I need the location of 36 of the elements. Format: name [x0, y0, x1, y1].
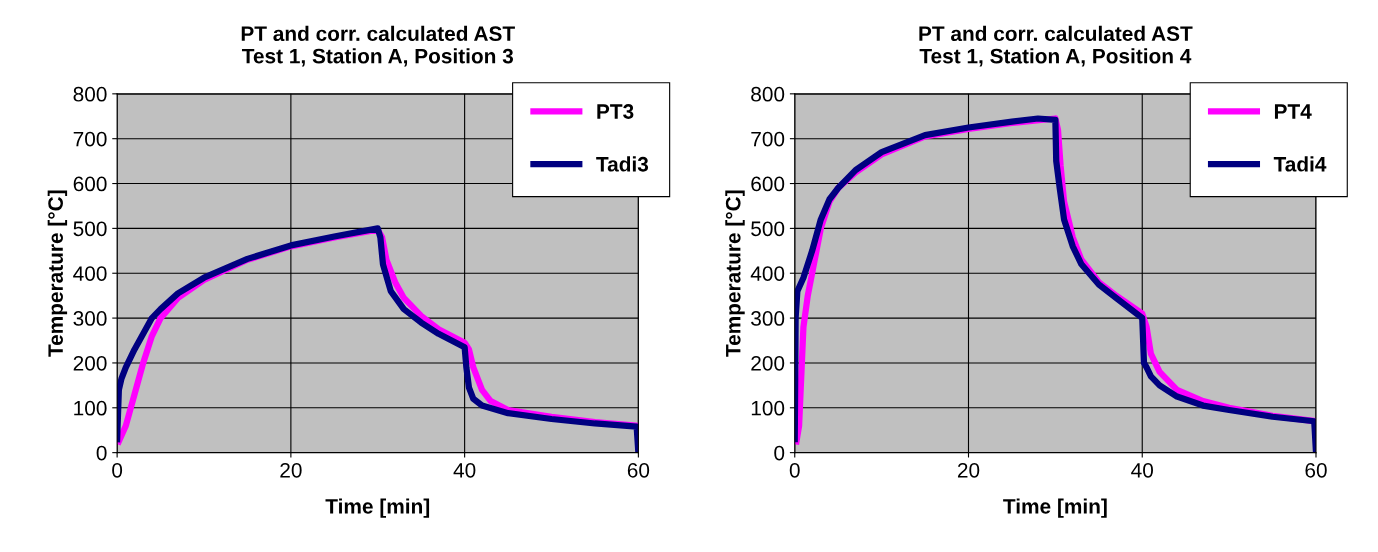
x-tick-label: 20	[957, 462, 980, 478]
y-tick-label: 600	[751, 176, 785, 192]
legend-label: PT3	[597, 104, 634, 119]
chart-title: PT and corr. calculated AST Test 1, Station A, Position 4	[919, 25, 1193, 67]
x-tick-label: 0	[112, 462, 123, 478]
legend-label: Tadi4	[1273, 156, 1327, 172]
y-tick-label: 700	[751, 131, 785, 147]
x-tick-label: 60	[627, 462, 650, 478]
y-tick-label: 300	[751, 311, 785, 326]
x-tick-label: 40	[453, 462, 476, 478]
x-axis-title: Time [min]	[1003, 498, 1107, 518]
y-tick-label: 0	[96, 445, 107, 461]
x-tick-label: 60	[1305, 462, 1327, 478]
x-tick-label: 0	[789, 462, 800, 478]
y-tick-label: 100	[74, 400, 107, 416]
y-tick-label: 400	[750, 266, 785, 281]
legend-label: PT4	[1274, 104, 1312, 119]
y-tick-label: 200	[751, 355, 785, 371]
y-axis-title: Temperature [°C]	[725, 190, 745, 357]
y-tick-label: 0	[774, 445, 785, 461]
y-tick-label: 100	[751, 400, 785, 416]
y-tick-label: 700	[73, 131, 107, 147]
y-tick-label: 800	[73, 86, 107, 102]
y-tick-label: 600	[73, 176, 107, 192]
y-tick-label: 500	[73, 221, 107, 237]
x-axis-title: Time [min]	[325, 498, 430, 518]
y-tick-label: 500	[751, 221, 785, 237]
y-tick-label: 300	[73, 311, 107, 326]
y-axis-title: Temperature [°C]	[47, 190, 68, 357]
x-tick-label: 40	[1131, 462, 1154, 478]
x-tick-label: 20	[280, 462, 302, 478]
y-tick-label: 200	[73, 355, 107, 371]
y-tick-label: 800	[751, 86, 785, 102]
legend-label: Tadi3	[596, 156, 649, 172]
y-tick-label: 400	[73, 266, 107, 281]
chart-title: PT and corr. calculated AST Test 1, Station A, Position 3	[241, 25, 515, 67]
